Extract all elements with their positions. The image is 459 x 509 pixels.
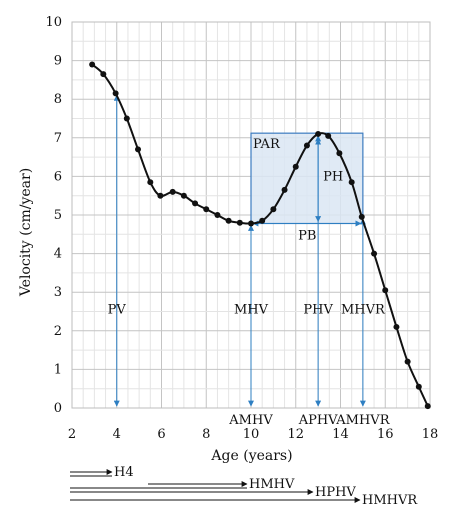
x-tick-label: 14 (332, 427, 349, 442)
par-label: PAR (253, 137, 281, 152)
marker-label: MHVR (341, 302, 386, 317)
x-tick-label: 10 (243, 427, 260, 442)
data-point (135, 146, 142, 153)
data-point (270, 206, 277, 213)
interval-label: HMHV (249, 477, 295, 492)
x-tick-label: 8 (202, 427, 210, 442)
marker-axis-label: APHV (298, 413, 338, 428)
data-point (424, 403, 431, 410)
data-point (371, 250, 378, 257)
velocity-line (91, 63, 429, 407)
data-point (225, 217, 232, 224)
data-point (169, 188, 176, 195)
data-point (157, 192, 164, 199)
marker-axis-label: AMHVR (335, 413, 390, 428)
data-point (123, 115, 130, 122)
ph-label: PH (323, 169, 343, 184)
data-point (89, 61, 96, 68)
data-point (325, 132, 332, 139)
plot-frame (71, 21, 431, 409)
y-axis-title: Velocity (cm/year) (18, 168, 34, 297)
x-axis-title: Age (years) (210, 448, 292, 464)
interval-label: H4 (114, 465, 134, 480)
data-point (259, 217, 266, 224)
vertical-markers: PV MHV AMHV PHV APHV MHVR AMHVR (108, 94, 391, 428)
data-point (336, 150, 343, 157)
data-point (192, 200, 199, 207)
y-tick-label: 7 (54, 131, 62, 146)
data-point (147, 179, 154, 186)
data-point (303, 142, 310, 149)
data-point (393, 323, 400, 330)
annotation-labels: PH PB (298, 169, 343, 243)
y-tick-label: 1 (54, 362, 62, 377)
pb-label: PB (298, 228, 316, 243)
y-tick-label: 5 (54, 208, 62, 223)
data-point (100, 71, 107, 78)
data-point (112, 90, 119, 97)
x-tick-label: 4 (113, 427, 121, 442)
y-tick-label: 8 (54, 92, 62, 107)
data-point (404, 358, 411, 365)
data-point (180, 192, 187, 199)
marker-label: PV (108, 302, 127, 317)
interval-label: HMHVR (362, 493, 418, 508)
y-tick-label: 0 (54, 401, 62, 416)
x-tick-label: 2 (68, 427, 76, 442)
data-point (203, 206, 210, 213)
data-point (292, 163, 299, 170)
data-point (214, 212, 221, 218)
interval-arrows: H4 HMHV HPHV HMHVR (70, 465, 418, 508)
y-tick-label: 10 (45, 15, 62, 30)
y-tick-label: 4 (54, 247, 62, 262)
data-point (315, 130, 322, 137)
y-tick-label: 2 (54, 324, 62, 339)
y-tick-label: 6 (54, 169, 62, 184)
x-tick-label: 12 (287, 427, 304, 442)
data-point (236, 219, 243, 226)
data-point (281, 186, 288, 193)
axes: Age (years) Velocity (cm/year) 2 4 6 8 10 12 1… (18, 15, 438, 464)
x-tick-label: 16 (377, 427, 394, 442)
marker-label: MHV (234, 302, 269, 317)
data-point (415, 383, 422, 390)
data-point (358, 213, 365, 220)
marker-axis-label: AMHV (228, 413, 273, 428)
interval-label: HPHV (315, 485, 356, 500)
data-point (348, 179, 355, 186)
y-tick-label: 9 (54, 54, 62, 69)
velocity-curve (89, 61, 431, 410)
data-point (248, 220, 254, 227)
y-tick-label: 3 (54, 285, 62, 300)
x-tick-label: 18 (422, 427, 439, 442)
marker-label: PHV (303, 302, 333, 317)
x-tick-label: 6 (157, 427, 165, 442)
data-point (382, 287, 389, 294)
